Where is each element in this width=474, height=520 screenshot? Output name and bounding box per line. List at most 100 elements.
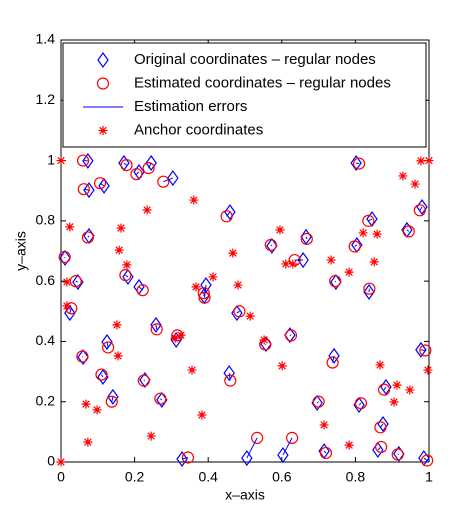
point	[389, 397, 399, 407]
point	[284, 329, 298, 342]
point	[358, 228, 368, 238]
point	[176, 330, 186, 340]
error-line	[138, 286, 144, 291]
point	[354, 397, 368, 410]
point	[259, 335, 269, 345]
point	[312, 395, 325, 408]
legend-label: Original coordinates – regular nodes	[134, 51, 376, 68]
point	[372, 441, 384, 458]
point	[392, 380, 402, 390]
point	[391, 448, 404, 461]
point	[113, 351, 123, 361]
error-line	[75, 280, 79, 283]
x-tick-label: 0.2	[125, 469, 145, 485]
error-line	[397, 453, 400, 455]
point	[405, 385, 415, 395]
point	[251, 431, 264, 444]
error-line	[282, 437, 293, 456]
point	[116, 223, 126, 233]
point	[423, 365, 433, 375]
point	[105, 395, 118, 408]
x-tick-label: 1	[425, 469, 433, 485]
point	[372, 229, 382, 239]
point	[223, 365, 235, 382]
error-line	[406, 229, 410, 232]
point	[330, 274, 342, 291]
legend-marker	[96, 77, 110, 90]
point	[224, 374, 237, 387]
point	[118, 154, 130, 172]
point	[65, 222, 75, 232]
point	[352, 157, 366, 170]
point	[266, 237, 278, 254]
x-tick-label: 0.8	[346, 469, 366, 485]
point	[142, 162, 155, 175]
point	[197, 410, 207, 420]
error-line	[383, 386, 387, 390]
error-line	[236, 310, 240, 314]
point	[421, 454, 434, 467]
point	[374, 421, 387, 434]
point	[122, 260, 132, 270]
point	[378, 383, 391, 396]
error-line	[226, 211, 231, 217]
legend-marker	[98, 126, 108, 135]
point	[150, 323, 163, 336]
point	[319, 420, 329, 430]
point	[130, 168, 143, 181]
point	[76, 154, 90, 167]
error-line	[123, 162, 127, 166]
point	[101, 333, 113, 351]
point	[245, 311, 255, 321]
point	[146, 431, 156, 441]
error-line	[136, 171, 140, 175]
point	[366, 211, 378, 228]
y-tick-label: 0	[47, 453, 55, 469]
point	[286, 431, 299, 444]
point	[375, 440, 388, 454]
point	[93, 177, 107, 190]
point	[198, 291, 211, 304]
error-line	[82, 356, 84, 358]
point	[62, 277, 72, 287]
point	[76, 350, 89, 363]
point	[375, 360, 385, 370]
point	[398, 171, 408, 181]
error-line	[270, 244, 273, 247]
error-line	[356, 162, 360, 165]
point	[95, 368, 108, 381]
point	[419, 344, 432, 357]
point	[157, 175, 170, 188]
error-line	[99, 182, 105, 187]
point	[167, 170, 179, 187]
point	[62, 301, 72, 311]
point	[241, 450, 253, 467]
point	[402, 225, 415, 238]
point	[92, 405, 102, 415]
error-line	[181, 456, 189, 460]
error-line	[69, 308, 72, 314]
point	[233, 280, 243, 290]
point	[329, 275, 342, 288]
point	[326, 255, 336, 265]
point	[145, 154, 157, 172]
point	[300, 232, 313, 246]
legend-label: Estimated coordinates – regular nodes	[134, 74, 391, 91]
point	[415, 341, 427, 358]
point	[424, 156, 434, 166]
point	[150, 316, 162, 333]
point	[416, 156, 426, 166]
point	[362, 214, 375, 227]
error-line	[106, 341, 109, 348]
error-line	[125, 274, 129, 278]
y-tick-label: 0.2	[36, 392, 56, 408]
error-line	[368, 218, 373, 222]
error-line	[83, 188, 90, 191]
error-line	[101, 374, 104, 378]
point	[181, 451, 195, 464]
point	[413, 204, 426, 217]
point	[344, 440, 354, 450]
point	[277, 361, 287, 371]
point	[288, 259, 298, 269]
y-tick-label: 1	[47, 151, 55, 167]
